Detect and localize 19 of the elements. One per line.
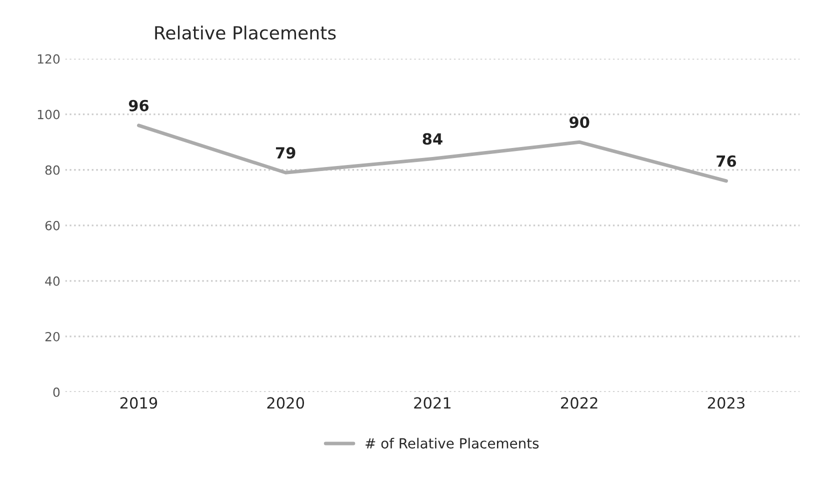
x-tick-label: 2020 <box>267 397 304 409</box>
x-tick-label: 2023 <box>708 397 744 409</box>
y-tick-label: 40 <box>45 276 60 286</box>
data-label: 76 <box>716 155 736 167</box>
y-tick-label: 20 <box>45 332 60 342</box>
data-label: 79 <box>276 147 296 159</box>
legend-label: # of Relative Placements <box>366 438 539 449</box>
x-tick-label: 2019 <box>120 397 158 409</box>
chart-title: Relative Placements <box>155 26 336 40</box>
y-tick-label: 100 <box>38 110 60 120</box>
y-tick-label: 60 <box>45 220 60 230</box>
data-label: 90 <box>570 116 590 128</box>
y-tick-label: 80 <box>45 165 60 175</box>
x-tick-label: 2022 <box>561 397 598 409</box>
y-tick-label: 0 <box>53 387 60 397</box>
x-tick-label: 2021 <box>414 397 451 409</box>
data-label: 84 <box>422 133 442 145</box>
data-label: 96 <box>128 100 149 112</box>
y-tick-label: 120 <box>38 54 60 64</box>
